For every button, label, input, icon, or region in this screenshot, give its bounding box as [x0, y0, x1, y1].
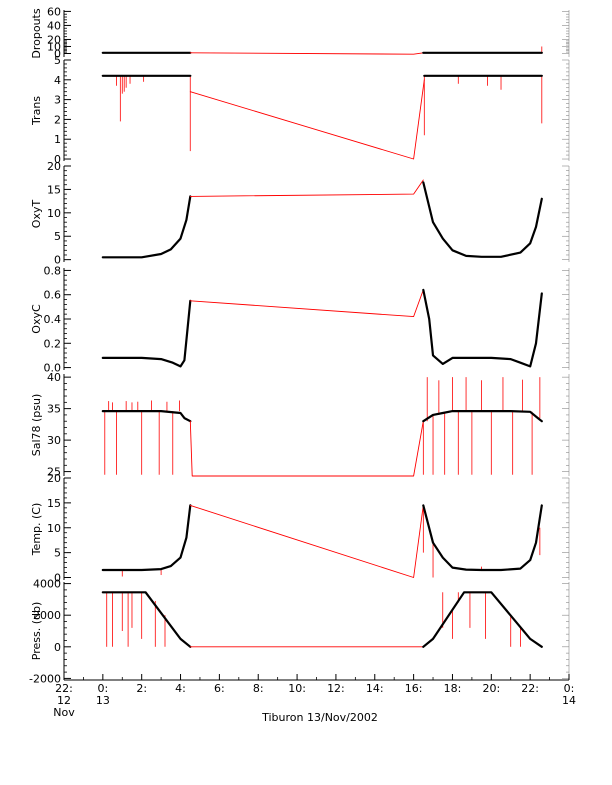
y-tick-label: 35: [47, 403, 61, 416]
x-tick-label: 18:: [444, 682, 462, 695]
x-axis-label: Tiburon 13/Nov/2002: [261, 711, 378, 724]
x-tick-label: 0:: [97, 682, 108, 695]
x-tick-label: 13: [96, 694, 110, 707]
gap-connector-line: [189, 420, 424, 477]
data-line: [422, 410, 543, 423]
y-axis-label: Press. (db): [30, 602, 43, 661]
y-tick-label: 25: [47, 466, 61, 479]
y-tick-label: 20: [47, 472, 61, 485]
y-tick-label: 10: [47, 207, 61, 220]
y-tick-label: 40: [47, 371, 61, 384]
y-tick-label: 0: [54, 153, 61, 166]
y-tick-label: 2000: [33, 609, 61, 622]
y-axis-label: Temp. (C): [30, 503, 43, 557]
y-tick-label: 10: [47, 40, 61, 53]
y-tick-label: 4000: [33, 578, 61, 591]
data-line: [422, 288, 543, 368]
y-tick-label: 15: [47, 183, 61, 196]
y-tick-label: 15: [47, 497, 61, 510]
y-tick-label: 30: [47, 434, 61, 447]
y-axis-label: Dropouts: [30, 8, 43, 58]
data-line: [422, 181, 543, 258]
y-axis-label: Trans: [30, 96, 43, 126]
y-tick-label: 0.0: [44, 362, 62, 375]
y-tick-label: 0: [54, 572, 61, 585]
x-tick-label: 14:: [366, 682, 384, 695]
data-line: [422, 504, 543, 572]
gap-connector-line: [189, 52, 424, 55]
x-tick-label: 2:: [136, 682, 147, 695]
x-tick-label: 22:: [521, 682, 539, 695]
gap-connector-line: [189, 179, 424, 197]
x-tick-label: 8:: [253, 682, 264, 695]
y-tick-label: 5: [54, 54, 61, 67]
x-tick-label: 12:: [327, 682, 345, 695]
y-axis-label: OxyT: [30, 200, 43, 229]
y-tick-label: 20: [47, 160, 61, 173]
y-tick-label: 10: [47, 522, 61, 535]
data-line: [101, 299, 192, 368]
y-tick-label: 20: [47, 33, 61, 46]
data-line: [101, 504, 192, 572]
x-tick-label: 14: [562, 694, 576, 707]
x-tick-label: Nov: [53, 706, 75, 719]
y-tick-label: 0.8: [44, 264, 62, 277]
x-tick-label: 22:: [55, 682, 73, 695]
data-line: [422, 591, 543, 648]
x-tick-label: 0:: [564, 682, 575, 695]
panel-6: -2000 0 2000 4000 Press. (db): [29, 578, 570, 685]
y-tick-label: 0.2: [44, 337, 62, 350]
y-tick-label: 1: [54, 133, 61, 146]
x-tick-label: 12: [57, 694, 71, 707]
panel-2: 0 5 10 15 20 OxyT: [30, 160, 570, 267]
chart-panels: 010204060Dropouts012345Trans05101520OxyT…: [29, 5, 570, 685]
panel-3: 0.0 0.2 0.4 0.6 0.8 OxyC: [30, 264, 570, 375]
panel-4: 25 30 35 40 Sal78 (psu): [30, 371, 570, 479]
gap-connector-line: [189, 79, 425, 160]
y-tick-label: 0: [54, 641, 61, 654]
y-tick-label: 2: [54, 113, 61, 126]
y-tick-label: 5: [54, 230, 61, 243]
y-tick-label: 0.4: [44, 313, 62, 326]
y-tick-label: 0: [54, 254, 61, 267]
y-tick-label: 60: [47, 5, 61, 18]
gap-connector-line: [189, 289, 424, 318]
y-tick-label: 3: [54, 94, 61, 107]
x-tick-label: 4:: [175, 682, 186, 695]
x-tick-label: 6:: [214, 682, 225, 695]
y-tick-label: 0: [54, 47, 61, 60]
data-line: [101, 195, 192, 259]
y-tick-label: 5: [54, 547, 61, 560]
y-tick-label: -2000: [29, 672, 61, 685]
x-tick-label: 20:: [482, 682, 500, 695]
data-line: [101, 410, 192, 423]
y-tick-label: 0.6: [44, 289, 62, 302]
y-tick-label: 4: [54, 74, 61, 87]
panel-5: 0 5 10 15 20 Temp. (C): [30, 472, 570, 585]
y-axis-label: OxyC: [30, 304, 43, 334]
data-line: [101, 591, 192, 648]
y-axis-label: Sal78 (psu): [30, 394, 43, 457]
gap-connector-line: [189, 504, 424, 578]
x-tick-label: 10:: [288, 682, 306, 695]
y-tick-label: 40: [47, 19, 61, 32]
panel-1: 0 1 2 3 4 5 Trans: [30, 54, 570, 166]
x-tick-label: 16:: [405, 682, 423, 695]
